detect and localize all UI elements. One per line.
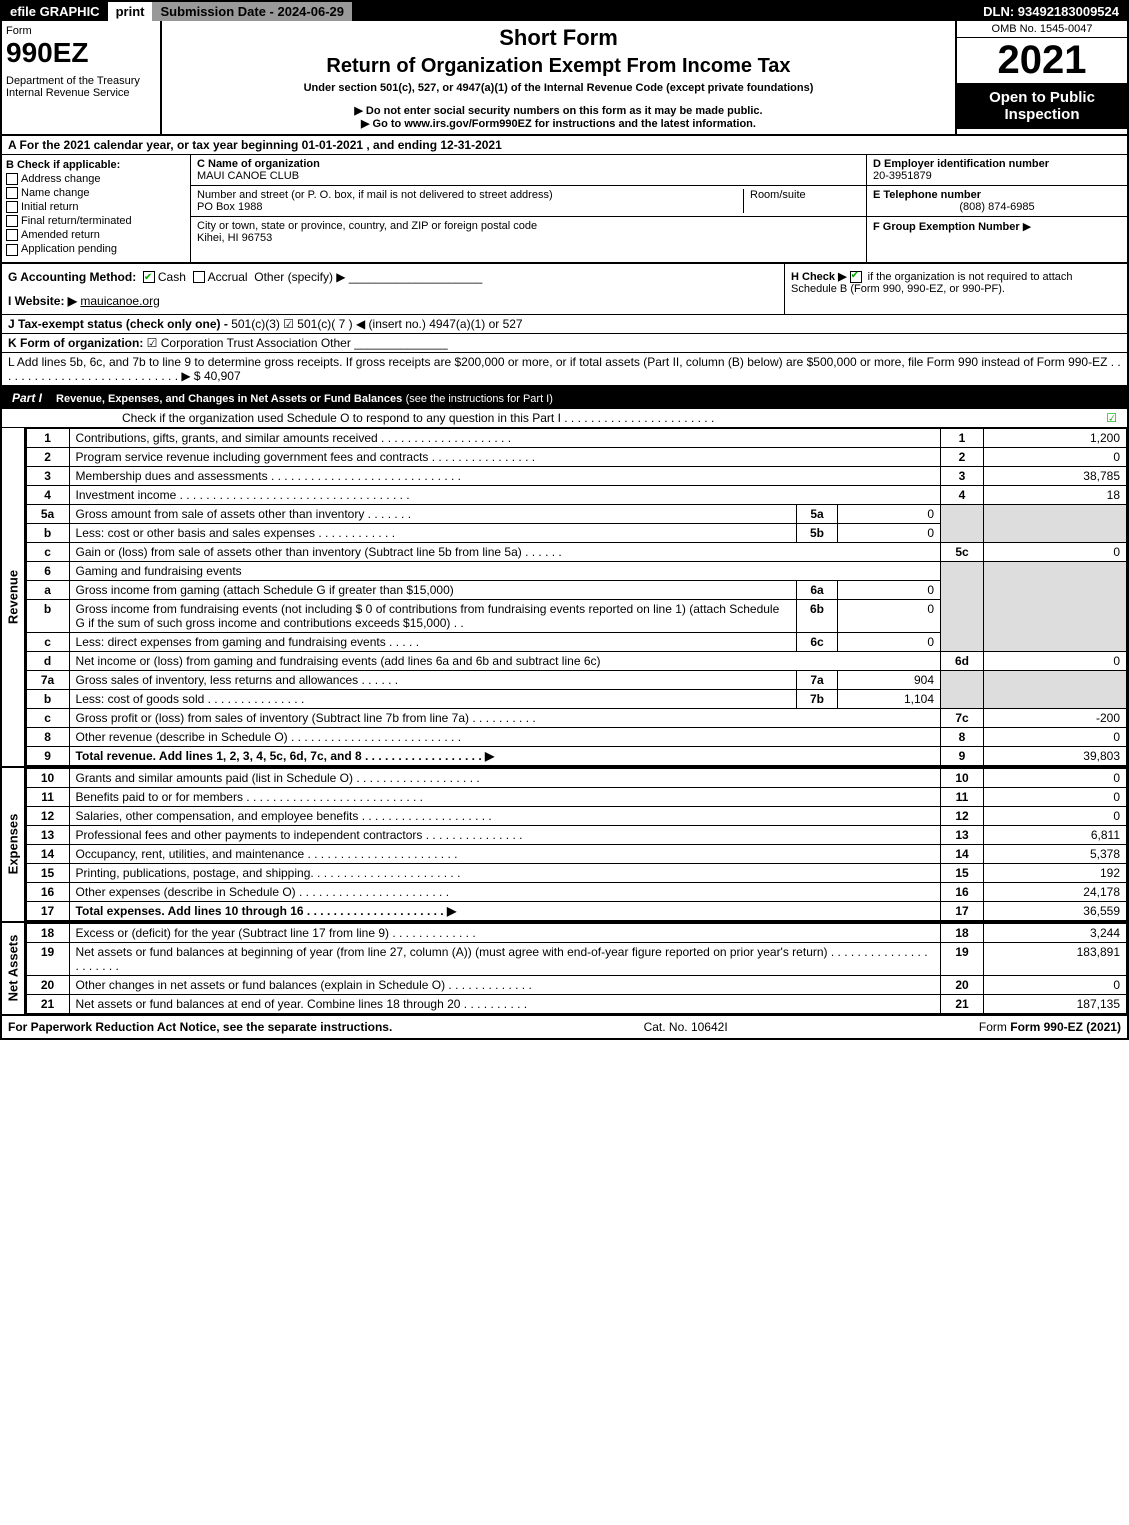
ein-label: D Employer identification number — [873, 158, 1049, 170]
top-bar: efile GRAPHIC print Submission Date - 20… — [2, 2, 1127, 21]
phone-label: E Telephone number — [873, 189, 981, 201]
street: PO Box 1988 — [197, 201, 262, 213]
table-row: 3Membership dues and assessments . . . .… — [26, 466, 1126, 485]
net-assets-section: Net Assets 18Excess or (deficit) for the… — [2, 921, 1127, 1014]
table-row: 18Excess or (deficit) for the year (Subt… — [26, 923, 1126, 942]
table-row: 7aGross sales of inventory, less returns… — [26, 670, 1126, 689]
form-ref: Form Form 990-EZ (2021) — [979, 1020, 1121, 1034]
expenses-table: 10Grants and similar amounts paid (list … — [26, 768, 1127, 921]
line-1-amt: 1,200 — [984, 428, 1127, 447]
instructions-link[interactable]: ▶ Go to www.irs.gov/Form990EZ for instru… — [170, 117, 947, 130]
part-1-check-note: Check if the organization used Schedule … — [2, 409, 1127, 428]
table-row: 15Printing, publications, postage, and s… — [26, 863, 1126, 882]
table-row: 4Investment income . . . . . . . . . . .… — [26, 485, 1126, 504]
form-title: Return of Organization Exempt From Incom… — [170, 55, 947, 78]
table-row: 20Other changes in net assets or fund ba… — [26, 975, 1126, 994]
group-exempt-label: F Group Exemption Number — [873, 221, 1020, 233]
accrual-checkbox[interactable] — [193, 271, 205, 283]
net-assets-side-label: Net Assets — [5, 935, 20, 1002]
paperwork-notice: For Paperwork Reduction Act Notice, see … — [8, 1020, 392, 1034]
check-name[interactable]: Name change — [6, 187, 186, 199]
website-label: I Website: ▶ — [8, 294, 77, 308]
cash-checkbox[interactable] — [143, 271, 155, 283]
ssn-warning: ▶ Do not enter social security numbers o… — [170, 104, 947, 117]
section-a: A For the 2021 calendar year, or tax yea… — [2, 136, 1127, 155]
table-row: 8Other revenue (describe in Schedule O) … — [26, 727, 1126, 746]
section-h-label: H Check ▶ — [791, 271, 847, 283]
table-row: 6Gaming and fundraising events — [26, 561, 1126, 580]
footer: For Paperwork Reduction Act Notice, see … — [2, 1014, 1127, 1038]
table-row: 2Program service revenue including gover… — [26, 447, 1126, 466]
check-initial[interactable]: Initial return — [6, 201, 186, 213]
section-l: L Add lines 5b, 6c, and 7b to line 9 to … — [2, 353, 1127, 387]
net-assets-table: 18Excess or (deficit) for the year (Subt… — [26, 923, 1127, 1014]
submission-date: Submission Date - 2024-06-29 — [152, 2, 352, 21]
city-label: City or town, state or province, country… — [197, 220, 537, 232]
part-1-header: Part I Revenue, Expenses, and Changes in… — [2, 387, 1127, 409]
department: Department of the Treasury Internal Reve… — [6, 75, 156, 99]
org-name: MAUI CANOE CLUB — [197, 170, 299, 182]
table-row: 10Grants and similar amounts paid (list … — [26, 768, 1126, 787]
room-label: Room/suite — [750, 189, 806, 201]
check-address[interactable]: Address change — [6, 173, 186, 185]
city: Kihei, HI 96753 — [197, 232, 272, 244]
phone: (808) 874-6985 — [873, 201, 1121, 213]
tax-year: 2021 — [957, 38, 1127, 83]
table-row: 12Salaries, other compensation, and empl… — [26, 806, 1126, 825]
table-row: 5aGross amount from sale of assets other… — [26, 504, 1126, 523]
website-link[interactable]: mauicanoe.org — [80, 294, 159, 308]
revenue-side-label: Revenue — [5, 569, 20, 623]
table-row: cGross profit or (loss) from sales of in… — [26, 708, 1126, 727]
section-g-h: G Accounting Method: Cash Accrual Other … — [2, 264, 1127, 315]
arrow-icon: ▶ — [1023, 221, 1031, 233]
section-k: K Form of organization: ☑ Corporation Tr… — [2, 334, 1127, 353]
street-label: Number and street (or P. O. box, if mail… — [197, 189, 553, 201]
dln: DLN: 93492183009524 — [975, 2, 1127, 21]
section-c-label: C Name of organization — [197, 158, 320, 170]
table-row: 1Contributions, gifts, grants, and simil… — [26, 428, 1126, 447]
revenue-table: 1Contributions, gifts, grants, and simil… — [26, 428, 1127, 766]
table-row: 17Total expenses. Add lines 10 through 1… — [26, 901, 1126, 920]
section-j: J Tax-exempt status (check only one) - 5… — [2, 315, 1127, 334]
check-final[interactable]: Final return/terminated — [6, 215, 186, 227]
ein: 20-3951879 — [873, 170, 932, 182]
revenue-section: Revenue 1Contributions, gifts, grants, a… — [2, 428, 1127, 766]
subtitle: Under section 501(c), 527, or 4947(a)(1)… — [170, 82, 947, 94]
table-row: 13Professional fees and other payments t… — [26, 825, 1126, 844]
expenses-side-label: Expenses — [5, 814, 20, 875]
table-row: 16Other expenses (describe in Schedule O… — [26, 882, 1126, 901]
line-1-desc: Contributions, gifts, grants, and simila… — [69, 428, 940, 447]
section-b-head: B Check if applicable: — [6, 159, 186, 171]
form-header: Form 990EZ Department of the Treasury In… — [2, 21, 1127, 136]
accounting-label: G Accounting Method: — [8, 270, 136, 284]
check-pending[interactable]: Application pending — [6, 243, 186, 255]
schedule-o-check[interactable]: ☑ — [1106, 411, 1117, 425]
expenses-section: Expenses 10Grants and similar amounts pa… — [2, 766, 1127, 921]
table-row: dNet income or (loss) from gaming and fu… — [26, 651, 1126, 670]
table-row: 9Total revenue. Add lines 1, 2, 3, 4, 5c… — [26, 746, 1126, 765]
table-row: 21Net assets or fund balances at end of … — [26, 994, 1126, 1013]
identification-block: B Check if applicable: Address change Na… — [2, 155, 1127, 264]
short-form-title: Short Form — [170, 25, 947, 51]
omb-number: OMB No. 1545-0047 — [957, 21, 1127, 38]
public-badge: Open to Public Inspection — [957, 83, 1127, 129]
print-button[interactable]: print — [108, 2, 153, 21]
cat-number: Cat. No. 10642I — [644, 1020, 728, 1034]
table-row: 11Benefits paid to or for members . . . … — [26, 787, 1126, 806]
table-row: 19Net assets or fund balances at beginni… — [26, 942, 1126, 975]
form-number: 990EZ — [6, 37, 156, 69]
check-amended[interactable]: Amended return — [6, 229, 186, 241]
table-row: 14Occupancy, rent, utilities, and mainte… — [26, 844, 1126, 863]
table-row: cGain or (loss) from sale of assets othe… — [26, 542, 1126, 561]
gross-receipts: 40,907 — [204, 369, 241, 383]
form-label: Form — [6, 25, 156, 37]
schedule-b-checkbox[interactable] — [850, 271, 862, 283]
efile-label: efile GRAPHIC — [2, 2, 108, 21]
